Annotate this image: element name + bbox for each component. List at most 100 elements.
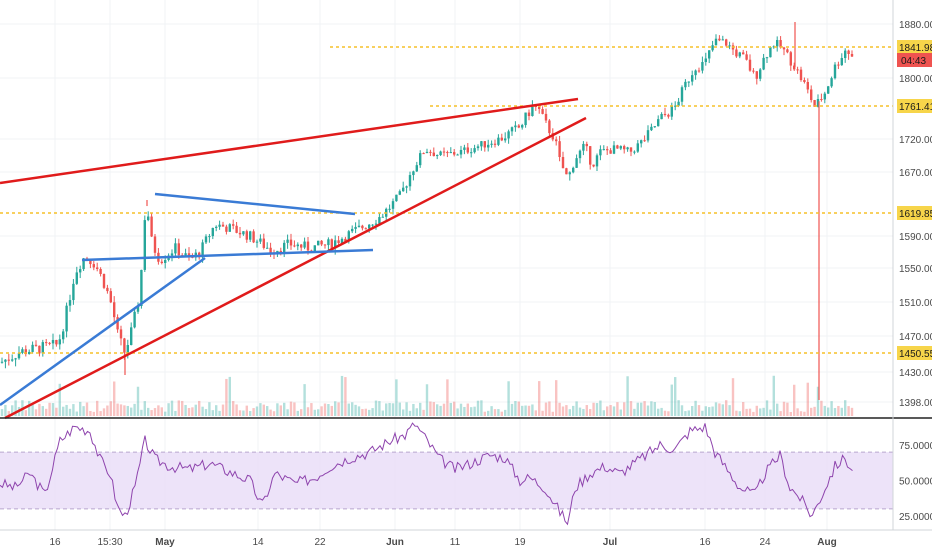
volume-bar [293,402,296,416]
candle-body [510,127,514,132]
volume-bar [578,407,582,416]
volume-bar [0,409,4,416]
volume-bar [514,401,517,416]
volume-bar [266,406,269,416]
candle-body [541,109,544,114]
volume-bar [79,401,82,416]
candle-body [711,45,714,51]
candle-body [735,49,738,57]
candle-body [687,81,690,83]
volume-bar [388,402,391,416]
volume-bar [844,400,847,416]
candle-body [493,143,497,145]
time-tick-label: 19 [514,537,526,548]
volume-bar [255,406,259,416]
volume-bar [446,379,449,416]
volume-bar [527,405,531,416]
volume-bar [425,384,429,416]
candle-body [663,113,667,115]
candle-body [572,167,575,173]
candle-body [616,145,619,149]
price-tick-label: 1470.00 [899,332,932,343]
volume-bar [412,403,415,416]
volume-bar [85,402,89,416]
price-tick-label: 1510.00 [899,298,932,309]
volume-bar [143,401,146,416]
candle-body [697,70,701,72]
candle-body [660,113,663,120]
candle-body [589,146,592,165]
candle-body [636,143,639,152]
level-badge [897,206,932,220]
candle-body [769,47,772,58]
volume-bar [663,410,667,416]
volume-bar [140,409,143,416]
volume-bar [157,405,160,416]
candle-body [585,143,588,147]
volume-bar [742,402,745,416]
candle-body [823,93,826,100]
time-tick-label: 15:30 [97,537,122,548]
volume-bar [480,400,483,416]
volume-bar [524,405,527,416]
candle-body [442,151,446,153]
candle-body [412,171,415,176]
candle-body [262,238,265,248]
volume-bar [381,410,384,416]
volume-bar [99,411,102,416]
volume-bar [181,400,184,416]
volume-bar [565,405,568,416]
candle-body [816,99,820,107]
candle-body [806,82,809,90]
time-tick-label: 22 [314,537,326,548]
volume-bar [279,405,282,416]
volume-bar [840,407,843,416]
candle-body [765,57,769,59]
candle-body [602,149,605,151]
rsi-line [0,422,853,526]
level-badge-label: 1450.55 [899,349,932,360]
volume-bar [269,409,272,416]
volume-bar [68,408,72,416]
volume-bar [612,406,616,416]
countdown-badge [897,53,932,67]
time-tick-label: Jul [603,537,618,548]
candle-body [153,236,157,253]
volume-bar [31,404,34,416]
candle-body [490,143,493,145]
volume-bar [276,403,279,416]
volume-bar [701,410,704,416]
volume-bar [589,409,592,416]
volume-bar [718,403,721,416]
volume-bar [164,411,167,416]
volume-bar [636,402,639,416]
candle-body [402,187,405,192]
volume-bar [310,403,313,416]
volume-bar [415,408,418,416]
candle-body [208,236,211,238]
volume-bar [351,402,354,416]
volume-bar [585,405,588,416]
volume-bar [150,410,153,416]
candle-body [391,201,395,209]
volume-bar [772,375,775,416]
volume-bar [721,404,724,416]
candle-body [646,130,650,141]
volume-bar [92,411,95,416]
candle-body [629,147,633,152]
candle-body [820,99,823,101]
volume-bar [204,409,208,416]
volume-bar [242,410,245,416]
candle-body [612,145,616,154]
candle-body [667,114,670,117]
candle-body [259,238,262,242]
candle-body [34,344,38,346]
volume-bar [225,378,228,416]
candle-body [844,50,847,59]
candle-body [11,359,14,361]
candle-body [211,227,214,237]
volume-bar [354,404,357,416]
candle-body [759,69,762,79]
